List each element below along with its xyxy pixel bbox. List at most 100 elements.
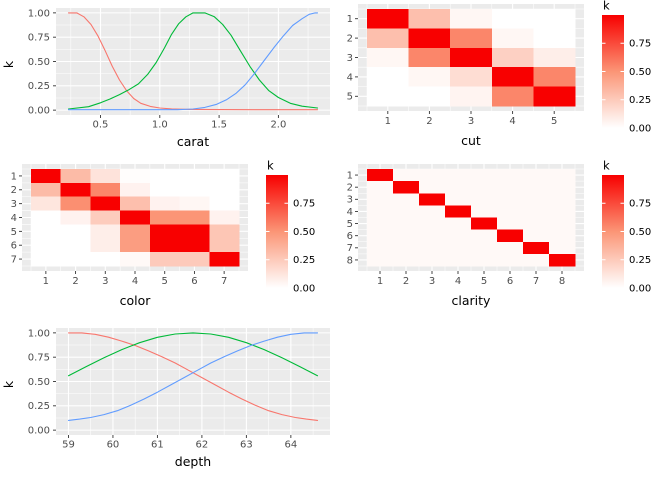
heat-tile [90,238,121,253]
heat-tile [523,253,550,267]
heat-tile [533,67,576,87]
x-tick-label: 5 [551,116,557,127]
heat-tile [179,252,210,267]
heat-tile [523,193,550,206]
heat-tile [419,169,446,182]
heat-tile [367,193,394,206]
legend-tick-label: 0.00 [629,283,651,294]
x-axis-title: carat [177,134,209,149]
y-tick-label: 0.50 [28,57,50,68]
heat-tile [120,224,151,239]
heat-tile [497,253,524,267]
heat-tile [209,196,240,211]
heat-tile [471,181,498,194]
x-tick-label: 8 [559,276,565,287]
heat-tile [179,182,210,198]
heat-tile [367,86,409,107]
heat-tile [393,241,420,255]
heat-tile [209,238,240,253]
heat-tile [31,224,62,239]
heat-tile [419,217,446,230]
heat-tile [367,229,394,243]
heat-tile [120,196,151,211]
heat-tile [549,181,576,194]
heat-tile [523,229,550,243]
heat-tile [445,205,472,218]
y-tick-label: 2 [11,185,17,196]
heat-tile [408,9,451,29]
y-tick-label: 1 [11,171,17,182]
heat-tile [450,86,493,107]
legend-gradient-bar [602,15,624,128]
heat-tile [367,205,394,218]
heat-tile [149,210,180,225]
heat-tile [367,47,409,68]
heat-tile [408,47,451,68]
x-tick-label: 1.5 [211,120,227,131]
heat-tile [533,47,576,68]
y-tick-label: 1.00 [28,8,50,19]
legend-tick-label: 0.50 [629,67,651,78]
y-tick-label: 0.25 [28,81,50,92]
legend-title: k [603,160,610,173]
heat-tile [419,241,446,255]
heat-tile [120,182,151,198]
heat-tile [408,67,451,87]
heat-tile [497,205,524,218]
heat-tile [149,224,180,239]
heat-tile [31,238,62,253]
x-tick-label: 3 [102,276,108,287]
y-tick-label: 1 [347,170,353,181]
heat-tile [179,210,210,225]
line-cluster-1 [67,12,319,111]
y-tick-label: 0.75 [28,33,50,44]
legend-tick-label: 0.00 [629,123,651,134]
legend-tick-label: 0.25 [293,255,315,266]
x-tick-label: 2 [403,276,409,287]
heat-tile [533,9,576,29]
y-tick-label: 0.75 [28,353,50,364]
heat-tile [60,182,91,198]
y-tick-label: 8 [347,255,353,266]
legend-tick-label: 0.75 [629,39,651,50]
y-tick-label: 6 [347,231,353,242]
line-cluster-3 [67,332,319,421]
y-tick-label: 3 [347,195,353,206]
heat-tile [209,210,240,225]
heat-tile [491,86,534,107]
heat-tile [367,28,409,49]
chart-cut-heatmap: 1 2 3 4 5 1 2 3 4 5 cut k 0.00 0.25 0.50 0.75 [347,0,652,148]
heat-tile [209,252,240,267]
heat-tile [209,169,240,184]
heat-tile [90,224,121,239]
chart-color-heatmap: 1 2 3 4 5 6 7 1 2 3 4 5 6 7 color k 0.00 0.25 0.50 0.75 [11,160,316,308]
heat-tile [445,217,472,230]
heat-tile [393,181,420,194]
heat-tile [497,193,524,206]
y-tick-label: 1.00 [28,328,50,339]
heat-tile [367,9,409,29]
y-tick-label: 7 [11,254,17,265]
heat-tile [491,47,534,68]
heat-tile [149,252,180,267]
heat-tile [31,210,62,225]
y-tick-label: 1 [347,14,353,25]
heat-tile [523,181,550,194]
heat-tile [31,196,62,211]
legend-tick-label: 0.25 [629,95,651,106]
heat-tile [393,193,420,206]
heat-tile [491,67,534,87]
x-axis-title: color [120,293,152,308]
legend-title: k [267,160,274,173]
chart-carat-line: 0.5 1.0 1.5 2.0 0.00 0.25 0.50 0.75 1.00 carat k [1,8,330,149]
heat-tile [471,205,498,218]
y-tick-label: 4 [347,72,353,83]
heat-tile [393,205,420,218]
heat-tile [450,67,493,87]
heat-tile [60,196,91,211]
heat-tile [90,196,121,211]
heat-tile [60,210,91,225]
x-tick-label: 64 [284,440,297,451]
x-tick-label: 1 [43,276,49,287]
